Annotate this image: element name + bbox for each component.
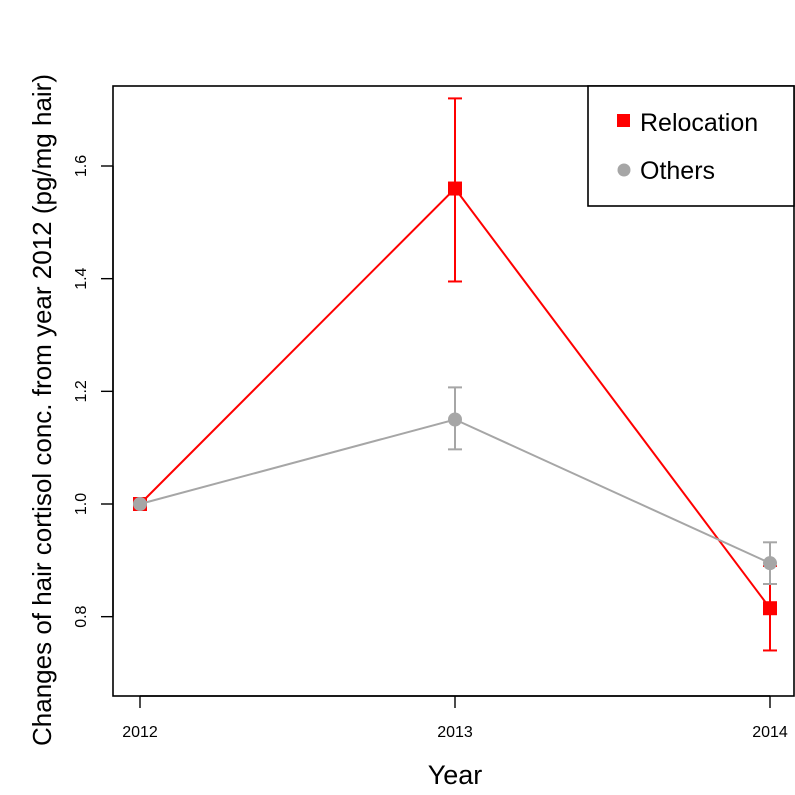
y-tick-label: 1.2 xyxy=(73,380,90,402)
y-axis-title: Changes of hair cortisol conc. from year… xyxy=(27,74,57,746)
data-point xyxy=(763,556,777,571)
legend-label-others: Others xyxy=(640,157,715,185)
x-axis: 2012 2013 2014 xyxy=(122,695,788,741)
legend-label-relocation: Relocation xyxy=(640,109,758,137)
data-point xyxy=(448,181,462,196)
data-point xyxy=(763,601,777,616)
y-tick-label: 0.8 xyxy=(73,605,90,627)
y-tick-label: 1.4 xyxy=(73,267,90,289)
data-point xyxy=(133,497,147,511)
y-tick-label: 1.0 xyxy=(73,493,90,515)
legend-marker-others xyxy=(617,163,631,177)
legend-box xyxy=(587,85,795,207)
series-layer xyxy=(133,97,777,652)
series-others xyxy=(133,386,777,585)
y-tick-label: 1.6 xyxy=(73,155,90,177)
x-tick-label: 2013 xyxy=(437,724,473,741)
legend-marker-relocation xyxy=(617,114,630,127)
data-point xyxy=(448,412,462,427)
x-axis-title: Year xyxy=(428,760,483,790)
x-tick-label: 2014 xyxy=(752,724,788,741)
y-axis: 0.8 1.0 1.2 1.4 1.6 xyxy=(73,155,114,628)
x-tick-label: 2012 xyxy=(122,724,158,741)
legend: Relocation Others xyxy=(587,85,795,207)
